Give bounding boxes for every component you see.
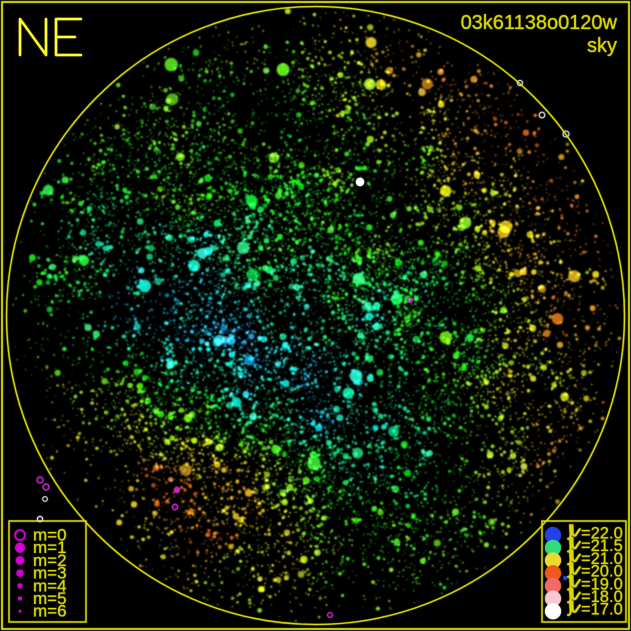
svg-text:sky: sky <box>587 35 617 57</box>
svg-text:=17.0: =17.0 <box>581 601 623 619</box>
svg-text:03k61138o0120w: 03k61138o0120w <box>461 12 618 34</box>
svg-text:m=6: m=6 <box>33 602 67 621</box>
